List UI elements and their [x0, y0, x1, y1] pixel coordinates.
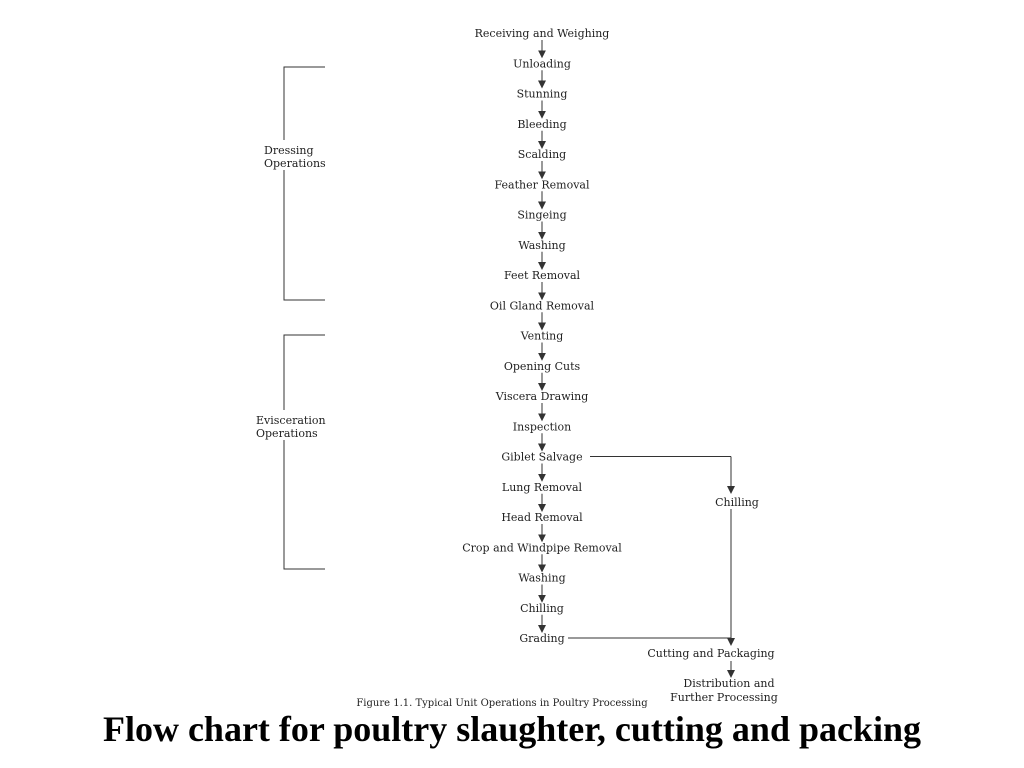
flow-step: Singeing: [517, 209, 566, 222]
flowchart-steps: Receiving and Weighing Unloading Stunning B…: [462, 27, 778, 704]
group-dressing-operations-bracket: [283, 66, 325, 301]
group-evisceration-operations-label-line2: Operations: [256, 427, 318, 440]
flow-step: Receiving and Weighing: [475, 27, 610, 40]
slide-title: Flow chart for poultry slaughter, cuttin…: [102, 709, 922, 749]
side-step-cutting-packaging: Cutting and Packaging: [647, 647, 774, 660]
flow-step: Oil Gland Removal: [490, 299, 595, 312]
flow-step: Head Removal: [501, 511, 583, 524]
flow-step: Stunning: [517, 88, 568, 101]
flow-step: Scalding: [518, 148, 566, 161]
flow-step: Lung Removal: [502, 481, 583, 494]
flow-step: Washing: [518, 239, 565, 252]
flow-step: Washing: [518, 572, 565, 585]
flow-step: Unloading: [513, 57, 571, 70]
group-evisceration-operations-label-line1: Evisceration: [256, 414, 326, 427]
flow-step: Viscera Drawing: [495, 390, 589, 403]
flowchart-connectors: [538, 40, 735, 678]
flow-step: Inspection: [513, 420, 571, 433]
flow-step: Chilling: [520, 602, 564, 615]
side-step-distribution-line2: Further Processing: [670, 691, 778, 704]
figure-caption-faded: Figure 1.1. Typical Unit Operations in P…: [356, 698, 648, 709]
group-dressing-operations-label-line2: Operations: [264, 157, 326, 170]
flow-step: Bleeding: [517, 118, 566, 131]
side-step-distribution: Distribution and: [683, 677, 774, 690]
flow-step: Grading: [519, 632, 564, 645]
side-step-chilling: Chilling: [715, 496, 759, 509]
flow-step: Venting: [520, 330, 564, 343]
flow-step: Feather Removal: [494, 178, 589, 191]
group-dressing-operations-label-line1: Dressing: [264, 144, 314, 157]
flow-step: Feet Removal: [504, 269, 581, 282]
flow-step: Giblet Salvage: [501, 451, 582, 464]
flow-step: Opening Cuts: [504, 360, 581, 373]
flow-step: Crop and Windpipe Removal: [462, 541, 622, 554]
group-evisceration-operations-bracket: [283, 334, 325, 570]
